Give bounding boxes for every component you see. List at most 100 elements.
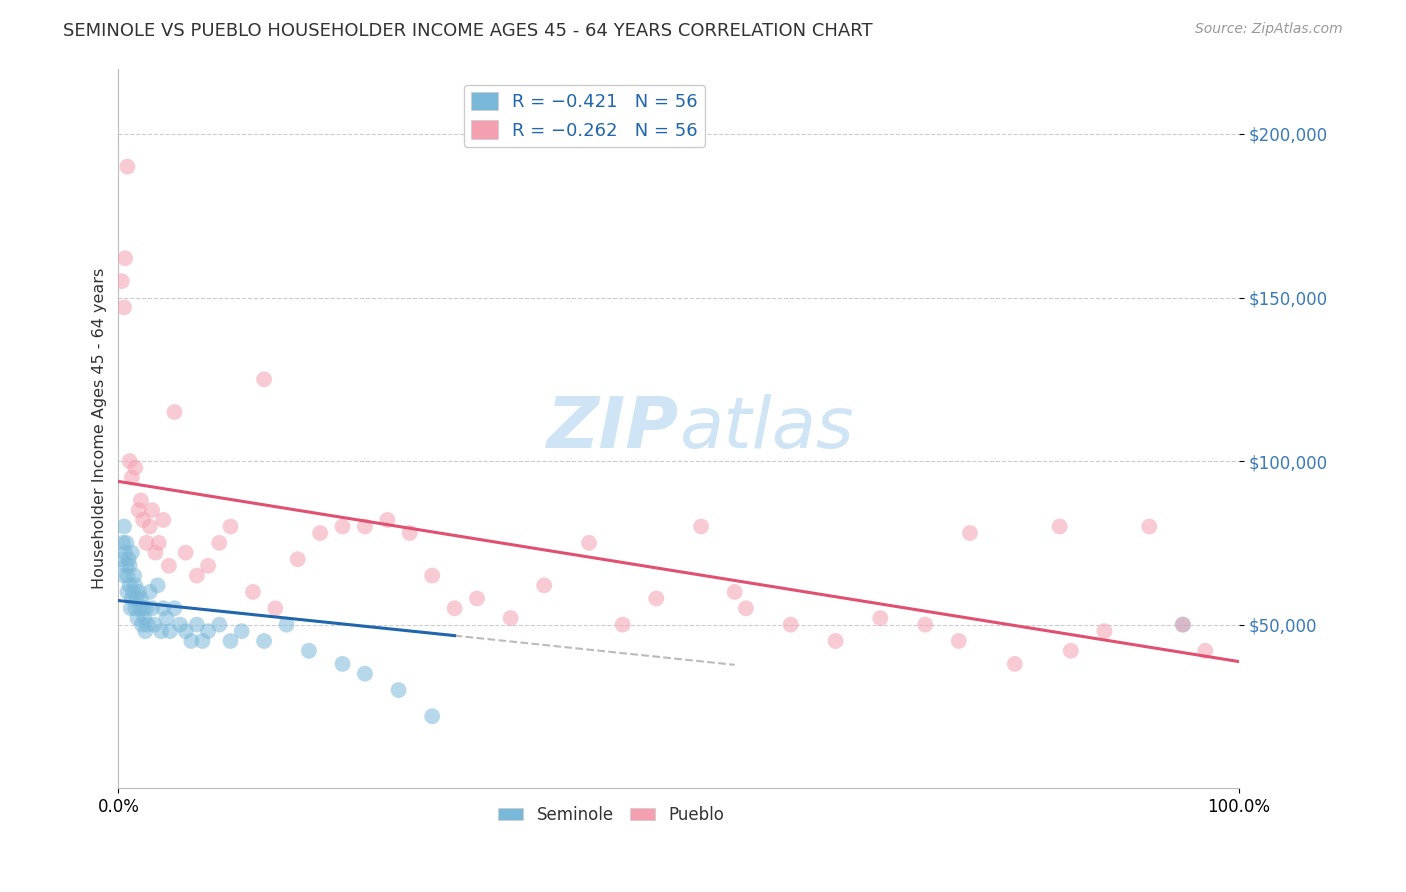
Point (132, 513, 155, 527)
Point (117, 568, 139, 582)
Point (959, 526, 981, 541)
Point (124, 578, 146, 592)
Text: Source: ZipAtlas.com: Source: ZipAtlas.com (1195, 22, 1343, 37)
Point (443, 601, 465, 615)
Point (129, 591, 152, 606)
Point (145, 546, 167, 560)
Text: atlas: atlas (679, 394, 853, 463)
Point (332, 657, 354, 671)
Point (1137, 519, 1160, 533)
Point (128, 601, 150, 615)
Point (186, 568, 208, 582)
Point (111, 536, 134, 550)
Point (135, 536, 157, 550)
Text: SEMINOLE VS PUEBLO HOUSEHOLDER INCOME AGES 45 - 64 YEARS CORRELATION CHART: SEMINOLE VS PUEBLO HOUSEHOLDER INCOME AG… (63, 22, 873, 40)
Point (724, 585, 747, 599)
Point (779, 617, 801, 632)
Y-axis label: Householder Income Ages 45 - 64 years: Householder Income Ages 45 - 64 years (93, 268, 107, 589)
Point (735, 601, 758, 615)
Point (186, 617, 208, 632)
Point (139, 519, 162, 533)
Point (387, 683, 409, 698)
Point (309, 526, 332, 541)
Point (1194, 644, 1216, 658)
Point (112, 301, 135, 315)
Point (499, 611, 522, 625)
Point (208, 617, 231, 632)
Point (398, 526, 420, 541)
Point (163, 601, 186, 615)
Point (197, 558, 219, 573)
Point (690, 519, 713, 533)
Point (465, 591, 488, 606)
Point (276, 617, 298, 632)
Point (114, 546, 136, 560)
Legend: Seminole, Pueblo: Seminole, Pueblo (492, 799, 731, 830)
Point (111, 552, 134, 566)
Point (163, 405, 186, 419)
Point (121, 591, 143, 606)
Point (375, 513, 398, 527)
Point (612, 617, 634, 632)
Point (208, 536, 231, 550)
Point (332, 519, 354, 533)
Point (143, 617, 166, 632)
Point (578, 536, 600, 550)
Point (533, 578, 555, 592)
Point (117, 585, 139, 599)
Point (420, 709, 443, 723)
Point (298, 644, 321, 658)
Point (134, 624, 156, 639)
Point (136, 617, 159, 632)
Point (1004, 657, 1026, 671)
Point (1094, 624, 1116, 639)
Point (191, 634, 214, 648)
Point (1171, 617, 1194, 632)
Point (869, 611, 891, 625)
Point (159, 624, 181, 639)
Point (131, 617, 153, 632)
Point (117, 160, 139, 174)
Point (134, 611, 156, 625)
Point (129, 493, 152, 508)
Point (141, 601, 163, 615)
Point (231, 624, 253, 639)
Point (122, 585, 145, 599)
Point (253, 634, 276, 648)
Point (253, 372, 276, 386)
Point (824, 634, 846, 648)
Point (1171, 617, 1194, 632)
Point (219, 519, 242, 533)
Point (287, 552, 309, 566)
Point (169, 617, 191, 632)
Point (152, 601, 174, 615)
Point (152, 513, 174, 527)
Point (124, 601, 146, 615)
Point (645, 591, 668, 606)
Point (127, 611, 149, 625)
Point (114, 252, 136, 266)
Point (174, 546, 197, 560)
Point (948, 634, 970, 648)
Point (354, 666, 377, 681)
Point (124, 460, 146, 475)
Point (121, 470, 143, 484)
Point (914, 617, 936, 632)
Point (118, 578, 141, 592)
Point (139, 585, 162, 599)
Point (135, 601, 157, 615)
Point (1060, 644, 1083, 658)
Point (197, 624, 219, 639)
Point (118, 558, 141, 573)
Point (128, 585, 150, 599)
Point (115, 536, 138, 550)
Point (120, 601, 142, 615)
Point (117, 552, 139, 566)
Point (242, 585, 264, 599)
Point (118, 454, 141, 468)
Point (125, 591, 148, 606)
Text: ZIP: ZIP (547, 394, 679, 463)
Point (112, 519, 135, 533)
Point (1049, 519, 1071, 533)
Point (156, 611, 179, 625)
